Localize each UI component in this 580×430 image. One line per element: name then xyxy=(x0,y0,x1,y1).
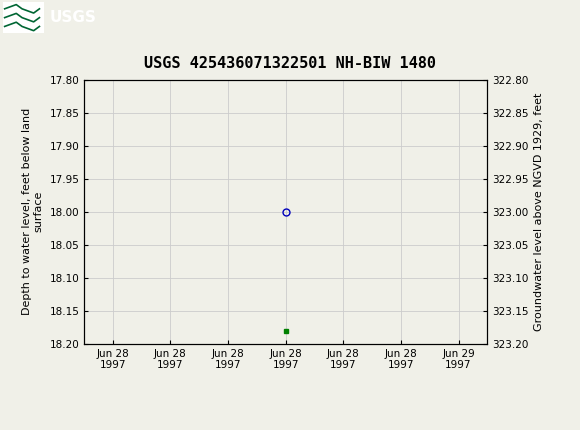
Text: USGS: USGS xyxy=(49,10,96,25)
Bar xyxy=(3,2,43,34)
Y-axis label: Groundwater level above NGVD 1929, feet: Groundwater level above NGVD 1929, feet xyxy=(534,92,544,331)
Text: USGS 425436071322501 NH-BIW 1480: USGS 425436071322501 NH-BIW 1480 xyxy=(144,56,436,71)
Y-axis label: Depth to water level, feet below land
surface: Depth to water level, feet below land su… xyxy=(22,108,44,315)
